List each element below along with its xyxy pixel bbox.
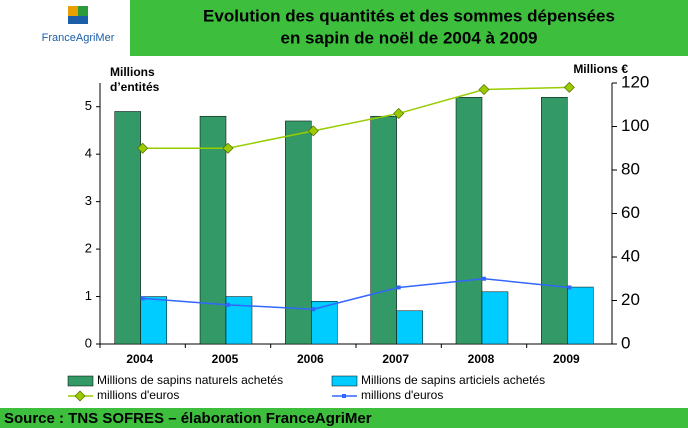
y-tick-label: 1 (85, 288, 92, 303)
y2-axis-label: Millions € (573, 62, 628, 76)
y-axis-label: Millions (110, 65, 155, 79)
bar (140, 296, 167, 345)
logo-icon (68, 16, 88, 24)
x-tick-label: 2005 (212, 352, 239, 366)
marker (342, 394, 346, 398)
legend-label: millions d'euros (361, 388, 443, 402)
y-tick-label: 4 (85, 146, 92, 161)
bar (199, 115, 227, 345)
source: Source : TNS SOFRES – élaboration France… (4, 410, 372, 427)
legend-label: Millions de sapins naturels achetés (97, 373, 283, 387)
legend-label: millions d'euros (97, 388, 179, 402)
marker (226, 302, 230, 307)
y2-tick-label: 20 (621, 290, 640, 309)
y-tick-label: 0 (85, 335, 92, 350)
logo-text: FranceAgriMer (42, 32, 115, 44)
marker (137, 142, 149, 154)
bar (567, 286, 594, 345)
bar (285, 120, 312, 345)
marker (307, 125, 319, 137)
marker (222, 142, 234, 154)
source-band (0, 408, 688, 428)
y2-tick-label: 120 (621, 72, 649, 91)
marker (393, 107, 405, 119)
y2-tick-label: 0 (621, 333, 630, 352)
line (142, 86, 570, 149)
legend-swatch (331, 375, 358, 387)
bar (114, 111, 141, 345)
x-tick-label: 2009 (553, 352, 580, 366)
marker (563, 81, 575, 93)
legend-label: Millions de sapins articiels achetés (361, 373, 545, 387)
x-tick-label: 2007 (382, 352, 409, 366)
marker (478, 84, 490, 96)
bar (370, 115, 397, 345)
line (142, 277, 570, 310)
y-tick-label: 3 (85, 193, 92, 208)
y2-tick-label: 60 (621, 203, 640, 222)
marker (396, 285, 401, 290)
bar (396, 310, 423, 345)
marker (74, 390, 86, 402)
marker (140, 296, 145, 301)
y-tick-label: 5 (85, 98, 92, 113)
marker (567, 285, 572, 290)
x-tick-label: 2004 (126, 352, 153, 366)
marker (311, 307, 316, 312)
y2-tick-label: 40 (621, 246, 640, 265)
marker (482, 276, 486, 281)
logo-icon (78, 6, 88, 16)
legend-swatch (67, 375, 94, 387)
y2-tick-label: 80 (621, 159, 640, 178)
bar (541, 96, 568, 345)
x-tick-label: 2008 (468, 352, 495, 366)
y2-tick-label: 100 (621, 116, 649, 135)
chart-title: Evolution des quantités et des sommes dé… (203, 6, 615, 25)
bar (455, 96, 483, 345)
chart-title: en sapin de noël de 2004 à 2009 (280, 28, 537, 47)
y-axis-label: d’entités (110, 80, 160, 94)
y-tick-label: 2 (85, 241, 92, 256)
title-band (130, 0, 688, 56)
bar (481, 291, 509, 345)
x-tick-label: 2006 (297, 352, 324, 366)
logo-icon (68, 6, 78, 16)
